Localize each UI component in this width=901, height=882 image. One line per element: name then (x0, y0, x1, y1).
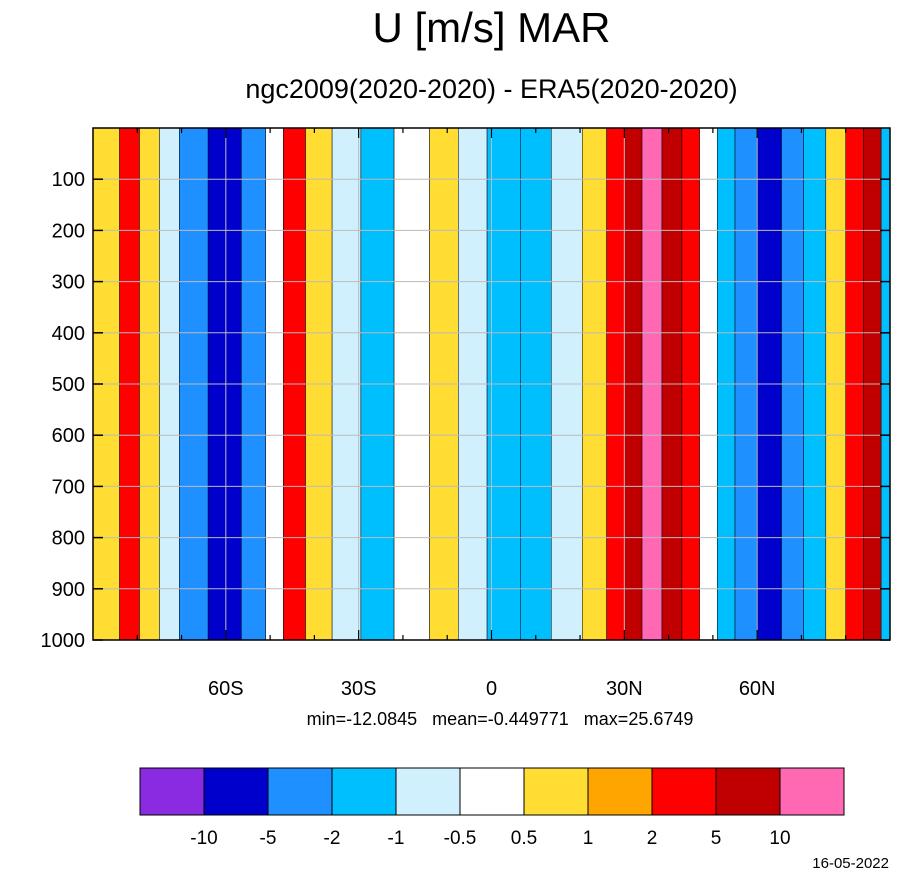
colorbar-swatch (459, 767, 525, 816)
colorbar-label: 5 (711, 828, 722, 849)
colorbar-label: -5 (260, 828, 277, 849)
colorbar-label: 1 (583, 828, 594, 849)
colorbar-label: 2 (647, 828, 658, 849)
date-stamp: 16-05-2022 (812, 855, 889, 872)
x-tick-label: 30N (606, 678, 643, 700)
colorbar-swatch (395, 767, 461, 816)
y-tick-label: 100 (52, 169, 85, 191)
colorbar-swatch (267, 767, 333, 816)
y-tick-label: 400 (52, 323, 85, 345)
colorbar-swatch (331, 767, 397, 816)
colorbar-swatch (139, 767, 205, 816)
x-tick-label: 0 (486, 678, 497, 700)
colorbar-swatch (587, 767, 653, 816)
y-tick-label: 1000 (41, 630, 86, 652)
chart-subtitle: ngc2009(2020-2020) - ERA5(2020-2020) (245, 74, 738, 104)
colorbar-label: 0.5 (511, 828, 537, 849)
colorbar-swatch (523, 767, 589, 816)
x-tick-label: 30S (341, 678, 377, 700)
colorbar-swatch (203, 767, 269, 816)
x-tick-label: 60S (208, 678, 244, 700)
stat-min: min=-12.0845 (306, 709, 433, 729)
colorbar-label: -2 (324, 828, 341, 849)
colorbar-swatch (715, 767, 781, 816)
y-tick-label: 200 (52, 220, 85, 242)
colorbar-label: -0.5 (444, 828, 477, 849)
stats-line: min=-12.0845 mean=-0.449771 max=25.6749 (0, 709, 901, 730)
x-tick-label: 60N (739, 678, 776, 700)
chart-title: U [m/s] MAR (372, 4, 611, 51)
colorbar-label: -1 (388, 828, 405, 849)
y-tick-label: 300 (52, 272, 85, 294)
y-tick-label: 800 (52, 528, 85, 550)
y-tick-label: 600 (52, 425, 85, 447)
stat-max: max=25.6749 (583, 709, 694, 729)
colorbar-label: -10 (190, 828, 217, 849)
stat-mean: mean=-0.449771 (432, 709, 584, 729)
colorbar-label: 10 (769, 828, 790, 849)
y-tick-label: 500 (52, 374, 85, 396)
y-tick-label: 900 (52, 579, 85, 601)
y-tick-label: 700 (52, 476, 85, 498)
colorbar-swatch (779, 767, 845, 816)
colorbar-swatch (651, 767, 717, 816)
